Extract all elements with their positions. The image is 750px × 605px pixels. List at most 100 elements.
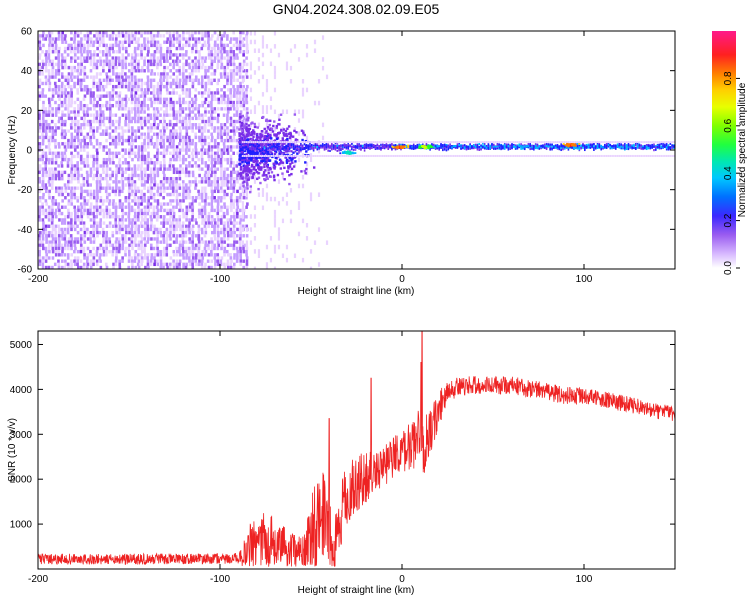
- spectrogram-cell: [98, 43, 102, 48]
- spectrogram-cell: [67, 116, 71, 121]
- spectrogram-cell: [241, 141, 244, 144]
- spectrogram-cell: [51, 224, 55, 228]
- spectrogram-cell: [191, 208, 194, 213]
- spectrogram-cell: [188, 230, 191, 235]
- spectrogram-cell: [210, 62, 214, 67]
- spectrogram-cell: [217, 78, 221, 82]
- spectrogram-cell: [143, 240, 147, 244]
- spectrogram-cell: [169, 50, 173, 54]
- spectrogram-cell: [172, 249, 176, 254]
- spectrogram-cell: [232, 107, 236, 111]
- spectrogram-cell: [143, 157, 147, 162]
- spectrogram-cell: [223, 107, 226, 111]
- spectrogram-cell: [311, 147, 313, 150]
- spectrogram-cell: [82, 237, 86, 241]
- spectrogram-cell: [73, 69, 77, 73]
- spectrogram-cell: [169, 230, 172, 235]
- spectrogram-cell: [67, 243, 70, 248]
- spectrogram-cell: [63, 142, 67, 146]
- spectrogram-cell: [241, 145, 244, 148]
- spectrogram-cell: [156, 208, 160, 213]
- spectrogram-cell: [235, 40, 239, 44]
- spectrogram-cell: [137, 176, 141, 181]
- spectrogram-cell: [159, 215, 163, 219]
- spectrogram-cell: [162, 145, 166, 149]
- spectrogram-cell: [214, 97, 217, 102]
- spectrogram-cell: [277, 163, 281, 166]
- spectrogram-cell: [232, 262, 236, 267]
- spectrogram-cell: [86, 123, 89, 127]
- spectrogram-cell: [105, 157, 109, 162]
- spectrogram-cell: [143, 196, 146, 200]
- spectrogram-cell: [194, 50, 198, 54]
- spectrogram-cell: [216, 126, 220, 130]
- spectrogram-cell: [67, 78, 70, 82]
- spectrogram-cell: [83, 72, 87, 76]
- spectrogram-cell: [236, 43, 239, 48]
- spectrogram-cell: [281, 172, 284, 175]
- spectrogram-cell: [54, 46, 58, 51]
- spectrogram-cell: [102, 230, 105, 235]
- spectrogram-cell: [213, 246, 216, 251]
- spectrogram-cell: [289, 209, 293, 215]
- spectrogram-cell: [290, 154, 293, 157]
- spectrogram-cell: [229, 123, 233, 127]
- spectrogram-cell: [89, 62, 93, 67]
- spectrogram-cell: [207, 81, 210, 86]
- spectrogram-cell: [269, 48, 273, 53]
- spectrogram-cell: [86, 151, 90, 155]
- spectrogram-cell: [51, 75, 54, 79]
- spectrogram-cell: [210, 173, 213, 178]
- spectrogram-cell: [213, 107, 217, 111]
- spectrogram-cell: [83, 196, 86, 200]
- spectrogram-cell: [220, 246, 223, 251]
- spectrogram-cell: [51, 69, 54, 73]
- spectrogram-cell: [114, 224, 118, 228]
- spectrogram-cell: [160, 72, 163, 76]
- spectrogram-cell: [258, 162, 262, 165]
- spectrogram-cell: [95, 211, 99, 216]
- spectrogram-cell: [206, 151, 210, 155]
- spectrogram-cell: [162, 196, 165, 200]
- spectrogram-cell: [51, 46, 55, 51]
- spectrogram-cell: [76, 240, 79, 244]
- spectrogram-cell: [260, 149, 262, 152]
- spectrogram-cell: [47, 72, 51, 76]
- spectrogram-cell: [272, 141, 275, 144]
- spectrogram-cell: [241, 127, 244, 131]
- spectrogram-cell: [159, 138, 163, 143]
- spectrogram-cell: [287, 147, 291, 151]
- spectrogram-cell: [41, 91, 44, 95]
- spectrogram-cell: [82, 78, 86, 82]
- spectrogram-cell: [178, 234, 182, 238]
- spectrogram-cell: [172, 151, 176, 155]
- spectrogram-cell: [42, 100, 45, 105]
- spectrogram-cell: [287, 155, 291, 158]
- spectrogram-cell: [124, 196, 128, 200]
- spectrogram-cell: [121, 234, 124, 238]
- spectrogram-cell: [166, 234, 169, 238]
- spectrogram-cell: [63, 59, 67, 63]
- spectrogram-cell: [143, 218, 146, 222]
- spectrogram-cell: [86, 91, 89, 95]
- spectrogram-cell: [200, 196, 204, 200]
- spectrogram-cell: [140, 43, 144, 48]
- spectrogram-cell: [38, 37, 41, 41]
- spectrogram-cell: [134, 192, 138, 197]
- spectrogram-cell: [226, 135, 229, 140]
- spectrogram-cell: [197, 189, 200, 194]
- spectrogram-cell: [270, 142, 273, 145]
- spectrogram-cell: [127, 173, 131, 178]
- spectrogram-cell: [203, 135, 207, 140]
- spectrogram-cell: [69, 145, 73, 149]
- spectrogram-cell: [235, 110, 239, 114]
- spectrogram-cell: [175, 132, 179, 136]
- spectrogram-cell: [297, 183, 301, 189]
- spectrogram-cell: [69, 103, 73, 108]
- spectrogram-cell: [102, 246, 105, 251]
- spectrogram-cell: [124, 253, 127, 257]
- spectrogram-cell: [194, 246, 197, 251]
- spectrogram-cell: [44, 208, 48, 213]
- spectrogram-cell: [82, 107, 86, 111]
- spectrogram-cell: [269, 148, 271, 151]
